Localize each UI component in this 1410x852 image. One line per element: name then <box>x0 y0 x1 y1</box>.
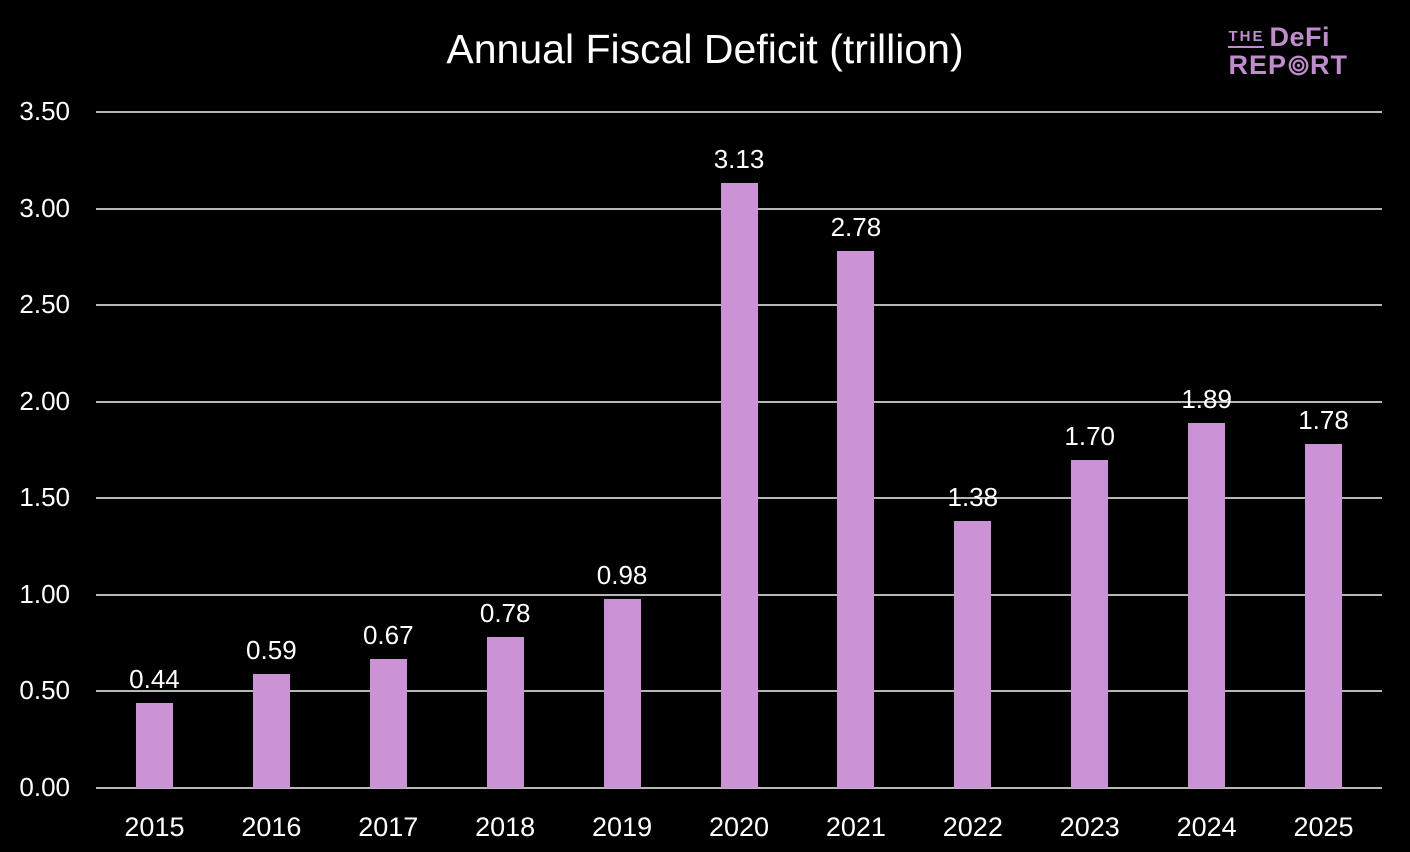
bar-2018 <box>486 637 524 788</box>
x-axis-tick-2019: 2019 <box>592 812 653 842</box>
logo-rt-label: RT <box>1310 50 1348 80</box>
y-axis-tick-2.00: 2.00 <box>19 385 70 416</box>
y-axis-tick-1.50: 1.50 <box>19 482 70 513</box>
value-label-2025: 1.78 <box>1298 405 1349 436</box>
logo-rep-label: REP <box>1228 50 1287 80</box>
x-axis-tick-2021: 2021 <box>825 812 886 842</box>
bar-2019 <box>603 598 641 788</box>
bar-2021 <box>837 251 875 788</box>
x-axis-tick-2020: 2020 <box>708 812 770 842</box>
logo-the-label: THE <box>1228 29 1265 48</box>
x-axis-tick-2023: 2023 <box>1059 812 1120 842</box>
x-axis-tick-2016: 2016 <box>241 812 302 842</box>
bar-2020 <box>720 183 758 788</box>
bar-2024 <box>1188 422 1226 788</box>
value-label-2024: 1.89 <box>1181 383 1232 414</box>
target-icon <box>1288 55 1309 76</box>
value-label-2022: 1.38 <box>947 482 999 513</box>
chart-title: Annual Fiscal Deficit (trillion) <box>446 26 964 72</box>
x-axis-tick-2018: 2018 <box>475 812 536 842</box>
logo-line1: THE DeFi <box>1228 24 1348 51</box>
x-axis-tick-2015: 2015 <box>124 812 185 842</box>
logo-defi-label: DeFi <box>1269 22 1330 52</box>
x-axis-tick-2025: 2025 <box>1293 812 1354 842</box>
value-label-2023: 1.70 <box>1064 420 1116 451</box>
value-label-2019: 0.98 <box>596 559 648 590</box>
bar-2023 <box>1071 459 1109 788</box>
defi-report-logo: THE DeFi REP RT <box>1228 24 1348 79</box>
y-axis-tick-0.50: 0.50 <box>19 675 70 706</box>
y-axis-tick-3.50: 3.50 <box>19 96 70 126</box>
x-axis-tick-2017: 2017 <box>358 812 419 842</box>
value-label-2020: 3.13 <box>713 144 765 175</box>
bar-2022 <box>954 521 992 788</box>
logo-line2: REP RT <box>1228 52 1348 79</box>
x-axis-tick-2024: 2024 <box>1176 812 1237 842</box>
value-label-2017: 0.67 <box>362 619 414 650</box>
value-label-2021: 2.78 <box>830 212 882 243</box>
bar-2015 <box>135 703 173 788</box>
bar-2016 <box>252 674 290 788</box>
y-axis-tick-1.00: 1.00 <box>19 578 70 609</box>
value-label-2018: 0.78 <box>479 598 531 629</box>
bar-2017 <box>369 658 407 788</box>
y-axis-tick-2.50: 2.50 <box>19 289 70 320</box>
gridline-3.50 <box>96 111 1382 113</box>
x-axis-tick-2022: 2022 <box>942 812 1003 842</box>
value-label-2015: 0.44 <box>129 664 180 695</box>
y-axis-tick-0.00: 0.00 <box>19 772 70 802</box>
gridline-0.00 <box>96 787 1382 789</box>
value-label-2016: 0.59 <box>246 635 297 666</box>
y-axis-tick-3.00: 3.00 <box>19 192 70 223</box>
bar-2025 <box>1305 444 1343 788</box>
